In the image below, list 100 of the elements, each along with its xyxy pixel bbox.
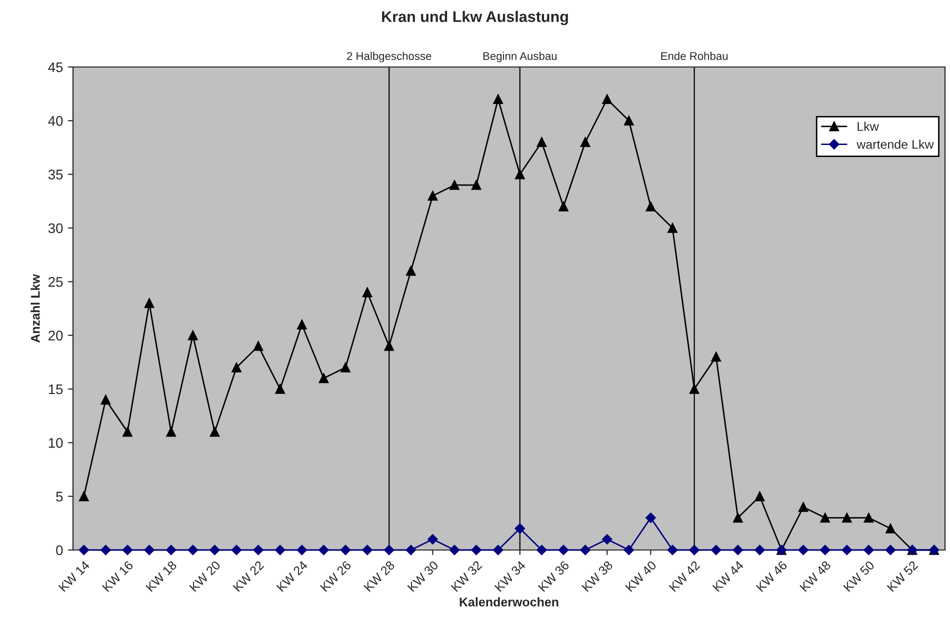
point bbox=[754, 491, 765, 502]
point bbox=[449, 544, 460, 556]
point bbox=[406, 544, 416, 556]
ref-line-label: Ende Rohbau bbox=[661, 52, 728, 60]
point bbox=[318, 544, 329, 556]
point bbox=[668, 223, 678, 233]
point bbox=[624, 544, 634, 556]
y-tick-label: 10 bbox=[48, 438, 63, 448]
legend-label: Lkw bbox=[858, 122, 879, 131]
x-tick-label: KW 34 bbox=[494, 560, 526, 592]
point bbox=[493, 94, 503, 104]
point bbox=[122, 544, 133, 556]
point bbox=[471, 544, 482, 556]
point bbox=[842, 512, 852, 523]
x-tick-label: KW 52 bbox=[886, 560, 918, 592]
point bbox=[515, 169, 525, 180]
point bbox=[210, 544, 220, 556]
point bbox=[602, 94, 612, 104]
point bbox=[210, 427, 220, 437]
point bbox=[885, 544, 896, 556]
point bbox=[122, 427, 132, 437]
point bbox=[886, 524, 896, 534]
point bbox=[275, 384, 285, 394]
point bbox=[689, 544, 700, 556]
point bbox=[144, 544, 154, 556]
point bbox=[100, 394, 111, 405]
point bbox=[406, 266, 416, 276]
y-tick-label: 45 bbox=[48, 62, 63, 72]
y-axis-title: Anzahl Lkw bbox=[30, 274, 40, 343]
point bbox=[754, 544, 765, 556]
point bbox=[842, 544, 852, 556]
point bbox=[231, 544, 242, 556]
point bbox=[166, 544, 176, 556]
ref-line-label: 2 Halbgeschosse bbox=[347, 52, 432, 62]
x-tick-label: KW 14 bbox=[58, 560, 90, 592]
x-tick-label: KW 46 bbox=[756, 560, 788, 592]
point bbox=[514, 523, 526, 534]
point bbox=[820, 512, 830, 523]
point bbox=[362, 288, 372, 298]
point bbox=[253, 544, 264, 556]
point bbox=[471, 180, 482, 190]
point bbox=[820, 544, 830, 556]
x-tick-label: KW 50 bbox=[843, 560, 875, 592]
point bbox=[864, 512, 874, 523]
point bbox=[732, 544, 744, 556]
point bbox=[253, 341, 264, 351]
point bbox=[144, 298, 154, 308]
point bbox=[492, 544, 504, 556]
point bbox=[78, 544, 90, 556]
x-axis-title: Kalenderwochen bbox=[460, 597, 558, 606]
point bbox=[297, 320, 307, 330]
point bbox=[580, 137, 590, 147]
x-tick-label: KW 24 bbox=[276, 560, 308, 592]
point bbox=[450, 180, 460, 190]
point bbox=[428, 534, 438, 544]
x-tick-label: KW 32 bbox=[450, 560, 482, 592]
point bbox=[79, 491, 89, 502]
x-tick-label: KW 28 bbox=[364, 560, 396, 592]
point bbox=[733, 512, 743, 523]
y-tick-label: 0 bbox=[56, 545, 63, 556]
x-tick-label: KW 26 bbox=[320, 560, 352, 592]
point bbox=[558, 202, 568, 212]
point bbox=[580, 544, 590, 556]
y-tick-label: 35 bbox=[48, 170, 63, 180]
y-tick-label: 40 bbox=[48, 116, 63, 126]
point bbox=[340, 362, 350, 372]
point bbox=[166, 427, 176, 437]
point bbox=[798, 502, 808, 512]
point bbox=[689, 384, 700, 394]
x-tick-label: KW 22 bbox=[232, 560, 264, 592]
point bbox=[188, 330, 198, 340]
point bbox=[624, 116, 634, 126]
point bbox=[710, 544, 722, 556]
x-tick-label: KW 42 bbox=[668, 560, 700, 592]
point bbox=[798, 544, 808, 556]
x-tick-label: KW 48 bbox=[800, 560, 832, 592]
y-tick-label: 30 bbox=[48, 223, 63, 234]
x-tick-label: KW 36 bbox=[538, 560, 570, 592]
point bbox=[296, 544, 308, 556]
point bbox=[384, 341, 394, 351]
point bbox=[602, 534, 612, 544]
point bbox=[188, 544, 198, 556]
point bbox=[864, 544, 874, 556]
legend-label: wartende Lkw bbox=[856, 140, 934, 149]
x-tick-label: KW 18 bbox=[146, 560, 178, 592]
x-tick-label: KW 16 bbox=[102, 560, 134, 592]
x-tick-label: KW 44 bbox=[712, 560, 744, 592]
point bbox=[232, 362, 242, 372]
x-tick-label: KW 38 bbox=[582, 560, 614, 592]
y-tick-label: 25 bbox=[48, 277, 63, 287]
x-tick-label: KW 40 bbox=[625, 560, 657, 592]
point bbox=[711, 352, 721, 362]
point bbox=[362, 544, 372, 556]
point bbox=[318, 373, 329, 384]
ref-line-label: Beginn Ausbau bbox=[483, 52, 557, 62]
y-tick-label: 5 bbox=[56, 492, 63, 502]
point bbox=[340, 544, 351, 556]
point bbox=[558, 544, 569, 556]
chart-title: Kran und Lkw Auslastung bbox=[382, 10, 568, 26]
y-tick-label: 15 bbox=[48, 384, 63, 394]
